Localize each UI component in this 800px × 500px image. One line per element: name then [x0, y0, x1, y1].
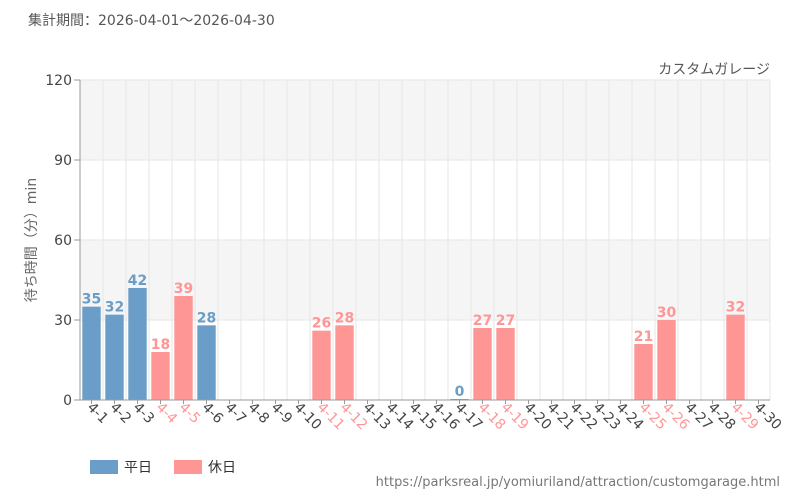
bar-4-29 [726, 314, 745, 400]
x-tick-label-4-1: 4-1 [84, 400, 111, 427]
value-label-4-11: 26 [312, 316, 331, 332]
chart-title: カスタムガレージ [658, 62, 770, 78]
value-label-4-4: 18 [151, 337, 170, 353]
value-label-4-12: 28 [335, 310, 354, 326]
y-tick-label: 0 [63, 393, 72, 409]
y-tick-label: 30 [54, 313, 72, 329]
value-label-4-2: 32 [105, 300, 124, 316]
bar-4-1 [82, 306, 101, 400]
x-tick-label-4-2: 4-2 [107, 400, 134, 427]
value-label-4-19: 27 [496, 313, 515, 329]
x-tick-label-4-5: 4-5 [176, 400, 203, 427]
bar-4-18 [473, 328, 492, 400]
value-label-4-29: 32 [726, 300, 745, 316]
value-label-4-25: 21 [634, 329, 653, 345]
bar-4-6 [197, 325, 216, 400]
y-tick-label: 90 [54, 153, 72, 169]
legend-weekday-swatch [90, 460, 118, 474]
bar-4-26 [657, 320, 676, 400]
x-tick-labels: 4-14-24-34-44-54-64-74-84-94-104-114-124… [84, 400, 785, 434]
bar-4-11 [312, 330, 331, 400]
value-label-4-17: 0 [455, 384, 465, 400]
x-tick-label-4-4: 4-4 [153, 400, 181, 428]
x-tick-label-4-9: 4-9 [268, 400, 295, 427]
y-tick-labels: 0 30 60 90 120 [45, 73, 72, 409]
axes [74, 79, 770, 404]
bar-4-3 [128, 288, 147, 400]
y-tick-label: 120 [45, 73, 72, 89]
legend-weekday-label: 平日 [124, 460, 152, 476]
value-label-4-6: 28 [197, 310, 216, 326]
legend-weekday: 平日 [90, 457, 152, 477]
bar-4-2 [105, 314, 124, 400]
x-tick-label-4-6: 4-6 [199, 400, 227, 428]
x-tick-label-4-7: 4-7 [222, 400, 249, 427]
x-tick-label-4-8: 4-8 [245, 400, 272, 427]
period-text: 集計期間：2026-04-01～2026-04-30 [28, 13, 275, 29]
value-label-4-26: 30 [657, 305, 677, 321]
bar-4-5 [174, 296, 193, 400]
bar-4-12 [335, 325, 354, 400]
bar-4-4 [151, 352, 170, 400]
y-tick-label: 60 [54, 233, 72, 249]
source-url-link[interactable]: https://parksreal.jp/yomiuriland/attract… [375, 475, 780, 490]
legend-holiday-label: 休日 [208, 460, 236, 476]
bar-4-19 [496, 328, 515, 400]
value-label-4-5: 39 [174, 281, 193, 297]
y-axis-label: 待ち時間（分）min [24, 178, 40, 302]
value-label-4-3: 42 [128, 273, 147, 289]
bar-series [82, 288, 745, 400]
legend-holiday-swatch [174, 460, 202, 474]
legend: 平日 休日 [90, 457, 236, 477]
legend-holiday: 休日 [174, 457, 236, 477]
value-label-4-1: 35 [82, 292, 101, 308]
x-tick-label-4-3: 4-3 [130, 400, 157, 427]
value-label-4-18: 27 [473, 313, 492, 329]
bar-4-25 [634, 344, 653, 400]
